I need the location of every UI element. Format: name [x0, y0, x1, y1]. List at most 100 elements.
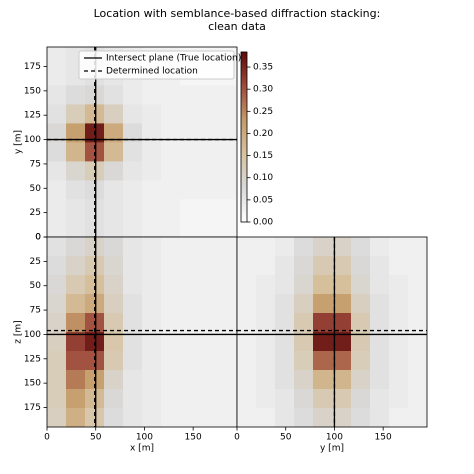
- x-tick-label: 100: [326, 433, 343, 443]
- heat-cell: [66, 332, 86, 352]
- x-tick-label: 50: [280, 433, 292, 443]
- heat-cell: [237, 313, 257, 333]
- heat-cell: [47, 199, 67, 219]
- heat-cell: [199, 275, 219, 295]
- heat-cell: [218, 332, 238, 352]
- heat-cell: [180, 370, 200, 390]
- heat-cell: [351, 351, 371, 371]
- heat-cell: [66, 104, 86, 124]
- y-tick-label: 25: [30, 257, 41, 267]
- heat-cell: [237, 351, 257, 371]
- heat-cell: [256, 408, 276, 428]
- heat-cell: [66, 370, 86, 390]
- heat-cell: [237, 332, 257, 352]
- heat-cell: [161, 180, 181, 200]
- colorbar-tick-label: 0.05: [253, 195, 273, 205]
- x-axis-label: x [m]: [130, 444, 154, 454]
- y-tick-label: 125: [24, 354, 41, 364]
- heat-cell: [66, 313, 86, 333]
- heat-cell: [47, 85, 67, 105]
- heat-cell: [47, 275, 67, 295]
- heat-cell: [180, 237, 200, 257]
- heat-cell: [66, 408, 86, 428]
- heat-cell: [332, 275, 352, 295]
- heat-cell: [161, 237, 181, 257]
- heat-cell: [66, 142, 86, 162]
- heat-cell: [47, 256, 67, 276]
- heat-cell: [85, 142, 105, 162]
- colorbar-tick-label: 0.35: [253, 63, 273, 73]
- heat-cell: [66, 294, 86, 314]
- heat-cell: [47, 389, 67, 409]
- heat-cell: [66, 161, 86, 181]
- y-tick-label: 75: [30, 306, 41, 316]
- heat-cell: [142, 104, 162, 124]
- heat-cell: [332, 351, 352, 371]
- y-tick-label: 50: [30, 281, 42, 291]
- heat-cell: [351, 275, 371, 295]
- heat-cell: [104, 332, 124, 352]
- heat-cell: [47, 161, 67, 181]
- heat-cell: [389, 313, 409, 333]
- y-tick-label: 175: [24, 403, 41, 413]
- y-tick-label: 0: [35, 233, 41, 243]
- heat-cell: [47, 218, 67, 238]
- heat-cell: [218, 237, 238, 257]
- heat-cell: [351, 408, 371, 428]
- heat-cell: [275, 408, 295, 428]
- heat-cell: [408, 332, 428, 352]
- heat-cell: [123, 218, 143, 238]
- heat-cell: [389, 256, 409, 276]
- heat-cell: [389, 389, 409, 409]
- heat-cell: [123, 180, 143, 200]
- heat-cell: [370, 408, 390, 428]
- heat-cell: [104, 142, 124, 162]
- heat-cell: [180, 389, 200, 409]
- heat-cell: [370, 294, 390, 314]
- heat-cell: [161, 256, 181, 276]
- heat-cell: [237, 370, 257, 390]
- heat-cell: [370, 389, 390, 409]
- heat-cell: [161, 275, 181, 295]
- heat-cell: [218, 294, 238, 314]
- heat-cell: [66, 351, 86, 371]
- heat-cell: [180, 123, 200, 143]
- heat-cell: [275, 351, 295, 371]
- heat-cell: [199, 370, 219, 390]
- colorbar-tick-label: 0.25: [253, 107, 273, 117]
- heat-cell: [218, 256, 238, 276]
- heat-cell: [199, 256, 219, 276]
- heat-cell: [123, 199, 143, 219]
- x-tick-label: 150: [185, 433, 202, 443]
- heat-cell: [370, 370, 390, 390]
- heat-cell: [199, 332, 219, 352]
- heat-cell: [199, 351, 219, 371]
- y-tick-label: 100: [24, 135, 41, 145]
- heat-cell: [66, 275, 86, 295]
- heat-cell: [256, 313, 276, 333]
- heat-cell: [142, 123, 162, 143]
- heat-cell: [218, 351, 238, 371]
- heat-cell: [123, 332, 143, 352]
- heat-cell: [180, 294, 200, 314]
- heat-cell: [85, 332, 105, 352]
- heat-cell: [408, 313, 428, 333]
- heat-cell: [123, 351, 143, 371]
- heat-cell: [123, 313, 143, 333]
- heat-cell: [294, 294, 314, 314]
- heat-cell: [123, 85, 143, 105]
- heat-cell: [218, 370, 238, 390]
- heat-cell: [408, 370, 428, 390]
- heat-cell: [313, 275, 333, 295]
- heat-cell: [161, 408, 181, 428]
- heat-cell: [123, 275, 143, 295]
- y-tick-label: 50: [30, 184, 42, 194]
- x-tick-label: 100: [136, 433, 153, 443]
- heat-cell: [47, 351, 67, 371]
- heat-cell: [161, 351, 181, 371]
- heat-cell: [256, 389, 276, 409]
- heat-cell: [180, 351, 200, 371]
- heat-cell: [123, 142, 143, 162]
- heat-cell: [199, 199, 219, 219]
- heat-cell: [332, 332, 352, 352]
